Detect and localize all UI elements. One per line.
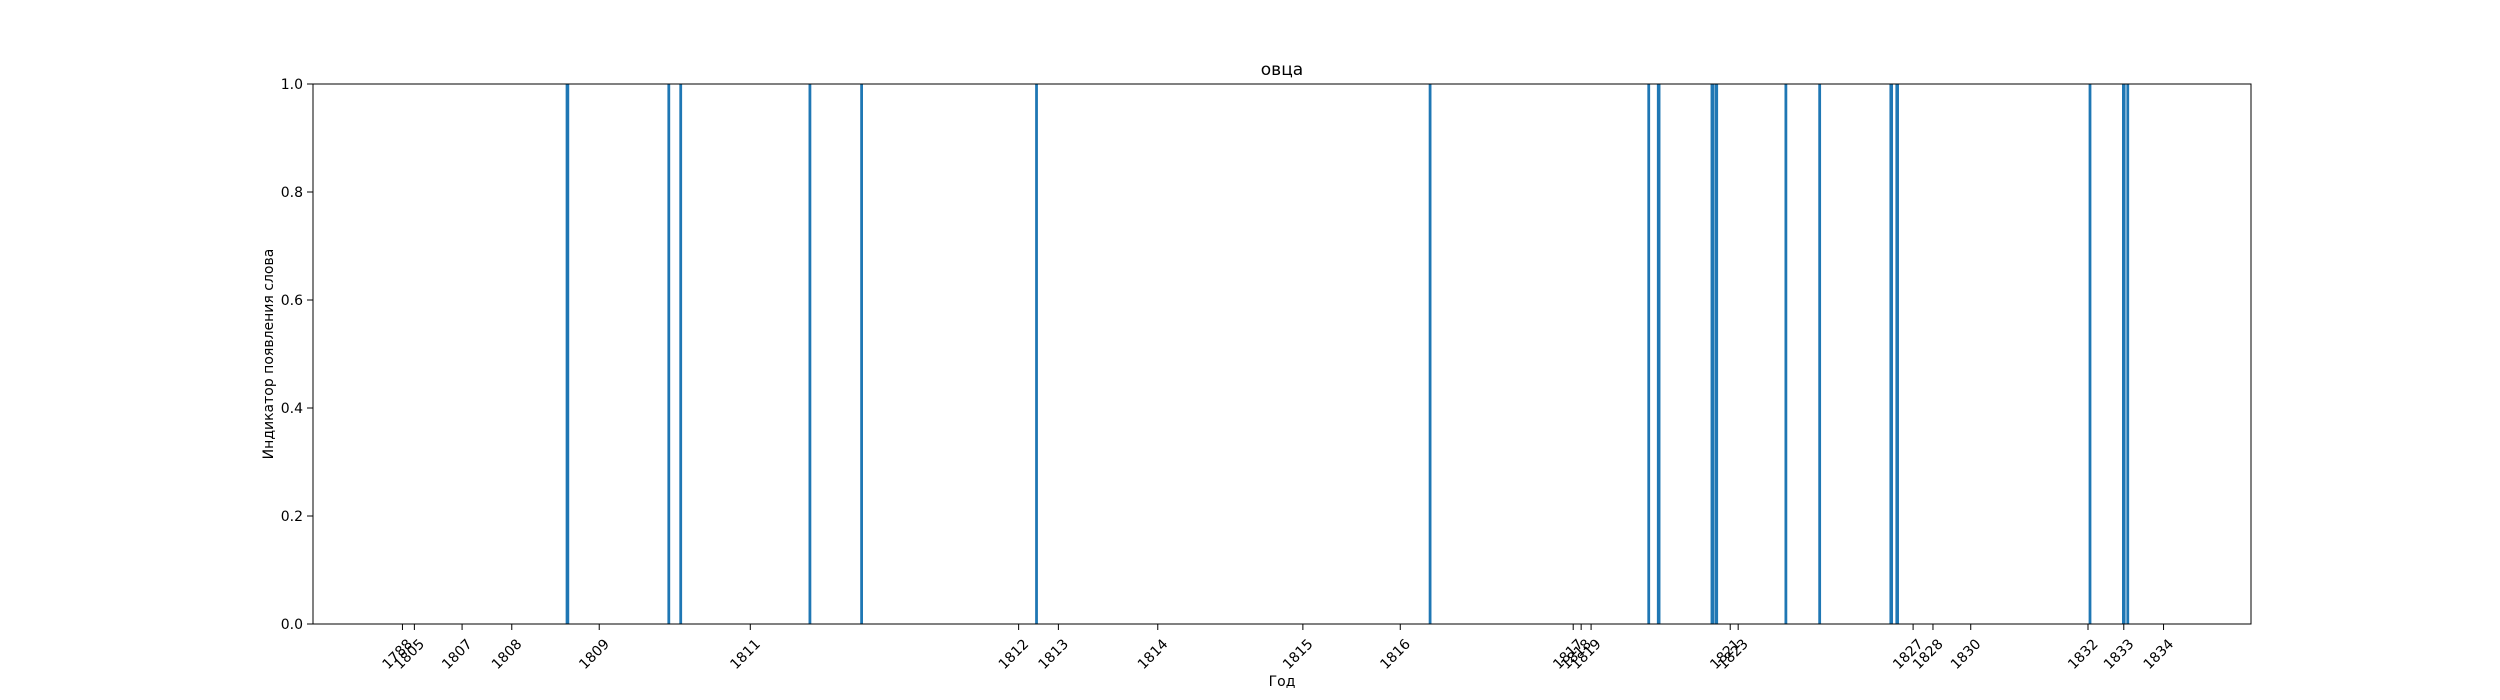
y-tick-label-2: 0.4 <box>281 401 303 417</box>
bar-3 <box>808 84 812 624</box>
bars-layer <box>565 84 2130 624</box>
bar-9 <box>1710 84 1715 624</box>
bar-14 <box>1895 84 1899 624</box>
x-tick-label-10: 1816 <box>1377 636 1414 673</box>
y-tick-label-0: 0.0 <box>281 617 303 633</box>
bar-16 <box>2122 84 2126 624</box>
chart-title: овца <box>1261 60 1303 80</box>
x-axis-label: Год <box>1269 674 1296 690</box>
bar-0 <box>565 84 570 624</box>
x-tick-label-21: 1834 <box>2141 636 2178 673</box>
x-tick-label-7: 1813 <box>1035 636 1072 673</box>
bar-11 <box>1784 84 1788 624</box>
x-tick-label-4: 1809 <box>576 636 613 673</box>
x-tick-label-20: 1833 <box>2101 636 2138 673</box>
x-tick-label-18: 1830 <box>1948 636 1985 673</box>
bar-8 <box>1656 84 1661 624</box>
bar-10 <box>1714 84 1719 624</box>
x-tick-label-6: 1812 <box>996 636 1033 673</box>
y-tick-label-5: 1.0 <box>281 77 303 93</box>
bar-7 <box>1647 84 1651 624</box>
x-tick-label-9: 1815 <box>1280 636 1317 673</box>
bar-4 <box>860 84 863 624</box>
bar-5 <box>1035 84 1038 624</box>
x-tick-label-5: 1811 <box>727 636 764 673</box>
x-tick-label-8: 1814 <box>1135 636 1172 673</box>
y-tick-label-4: 0.8 <box>281 185 303 201</box>
x-tick-label-19: 1832 <box>2065 636 2102 673</box>
bar-2 <box>679 84 683 624</box>
bar-12 <box>1818 84 1822 624</box>
x-tick-label-2: 1807 <box>439 636 476 673</box>
bar-15 <box>2088 84 2092 624</box>
bar-1 <box>667 84 671 624</box>
x-tick-label-3: 1808 <box>489 636 526 673</box>
axes-frame <box>312 83 2252 625</box>
bar-6 <box>1428 84 1432 624</box>
y-axis: 0.0 0.2 0.4 0.6 0.8 1.0 <box>281 77 313 633</box>
y-axis-label: Индикатор появления слова <box>261 249 277 460</box>
bar-13 <box>1889 84 1894 624</box>
bar-17 <box>2126 84 2130 624</box>
y-tick-label-3: 0.6 <box>281 293 303 309</box>
y-tick-label-1: 0.2 <box>281 509 303 525</box>
